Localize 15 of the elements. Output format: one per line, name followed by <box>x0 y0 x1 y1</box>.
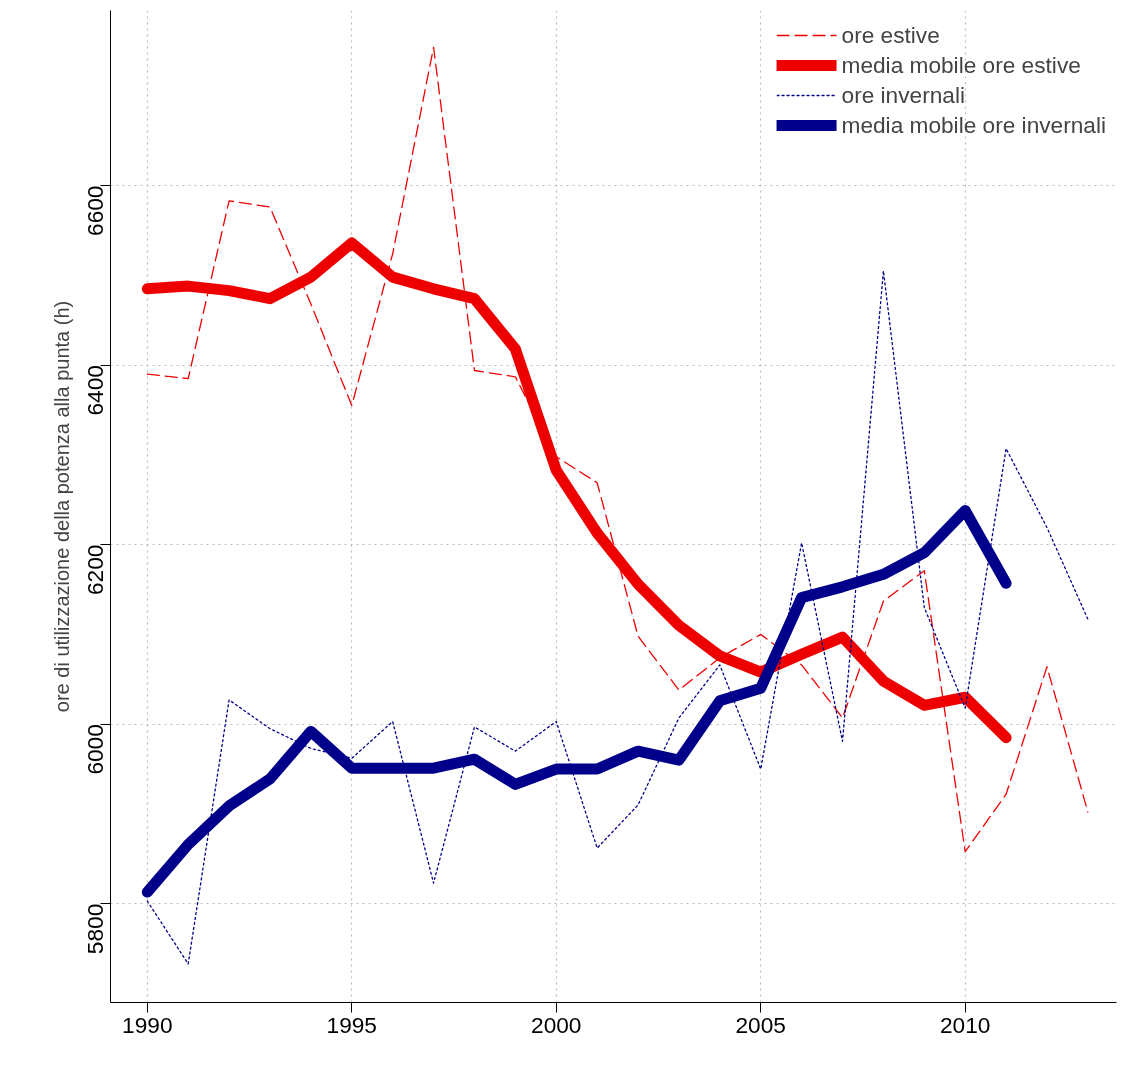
x-tick-label: 2000 <box>531 1011 582 1038</box>
x-tick-label: 1990 <box>122 1011 173 1038</box>
y-tick-label: 6400 <box>82 365 108 416</box>
x-tick-label: 2005 <box>735 1011 786 1038</box>
x-tick-label: 2010 <box>939 1011 991 1038</box>
y-tick-label: 6600 <box>82 185 108 236</box>
y-tick-label: 6200 <box>82 544 108 596</box>
legend-label: media mobile ore invernali <box>841 110 1106 140</box>
y-tick-label: 5800 <box>82 903 108 955</box>
y-axis-title: ore di utilizzazione della potenza alla punta (h) <box>50 300 73 713</box>
y-tick-label: 6000 <box>82 724 108 775</box>
x-tick-label: 1995 <box>326 1011 377 1038</box>
legend-label: ore estive <box>841 20 940 50</box>
legend-label: ore invernali <box>841 80 965 110</box>
legend-label: media mobile ore estive <box>841 50 1081 80</box>
